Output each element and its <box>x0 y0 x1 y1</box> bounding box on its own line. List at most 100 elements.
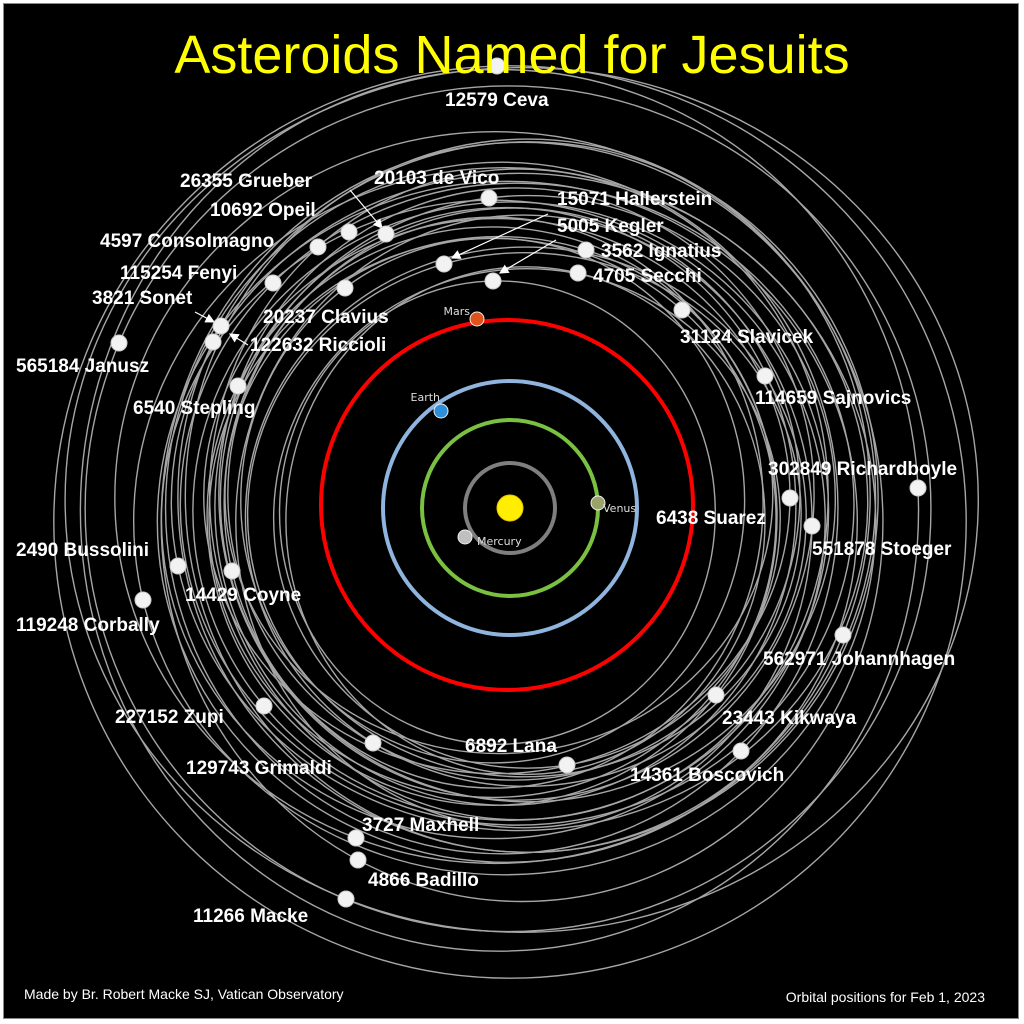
asteroid-label: 11266 Macke <box>193 906 308 927</box>
label-arrows <box>194 189 557 346</box>
label-arrow <box>450 213 549 259</box>
date-note: Orbital positions for Feb 1, 2023 <box>786 989 985 1005</box>
mars-orbit <box>319 318 695 692</box>
asteroid-dot <box>255 697 273 715</box>
asteroid-dot <box>340 223 358 241</box>
asteroid-label: 129743 Grimaldi <box>186 758 332 779</box>
mercury-orbit <box>463 461 557 555</box>
asteroid-dot <box>347 829 365 847</box>
asteroid-orbit <box>192 201 830 821</box>
asteroid-label: 20237 Clavius <box>263 307 389 328</box>
asteroid-orbit <box>170 172 869 832</box>
asteroid-label: 2490 Bussolini <box>16 540 149 561</box>
asteroid-label: 31124 Slavicek <box>680 327 814 348</box>
asteroid-label: 114659 Sajnovics <box>755 388 911 409</box>
asteroid-orbit <box>227 207 801 781</box>
diagram-title: Asteroids Named for Jesuits <box>174 25 849 85</box>
asteroid-dot <box>577 241 595 259</box>
asteroid-orbit <box>179 182 855 826</box>
asteroid-orbits <box>53 65 979 979</box>
mercury-label: Mercury <box>477 535 522 548</box>
asteroid-dot <box>336 279 354 297</box>
asteroid-label: 23443 Kikwaya <box>722 708 857 729</box>
asteroid-label: 119248 Corbally <box>16 615 160 636</box>
asteroid-label: 26355 Grueber <box>180 171 313 192</box>
asteroid-label: 302849 Richardboyle <box>768 459 957 480</box>
asteroid-dot <box>435 255 453 273</box>
asteroid-label: 115254 Fenyi <box>120 263 237 284</box>
asteroid-label: 3727 Maxhell <box>362 815 479 836</box>
credit-text: Made by Br. Robert Macke SJ, Vatican Obs… <box>24 986 344 1002</box>
mars-planet <box>469 311 485 327</box>
asteroid-dot <box>223 562 241 580</box>
asteroid-label: 6540 Stepling <box>133 398 256 419</box>
asteroid-orbit <box>223 216 764 789</box>
venus-label: Venus <box>603 502 636 515</box>
inner-planets: Mercury Venus Earth Mars <box>319 305 695 692</box>
label-arrow <box>349 189 383 229</box>
asteroid-dot <box>803 517 821 535</box>
label-arrow <box>194 311 216 323</box>
asteroid-dot <box>169 557 187 575</box>
asteroid-dot <box>732 742 750 760</box>
asteroid-label: 4705 Secchi <box>593 266 702 287</box>
asteroid-label: 14361 Boscovich <box>630 765 784 786</box>
asteroid-label: 4597 Consolmagno <box>100 231 274 252</box>
asteroid-orbit <box>206 226 778 807</box>
asteroid-orbit <box>219 194 837 803</box>
earth-label: Earth <box>411 391 441 404</box>
asteroid-dot <box>110 334 128 352</box>
asteroid-dot <box>349 851 367 869</box>
asteroid-label: 565184 Janusz <box>16 356 149 377</box>
asteroid-orbit <box>132 166 877 876</box>
asteroid-label: 3562 Ignatius <box>601 241 721 262</box>
asteroid-dot <box>707 686 725 704</box>
asteroid-label: 4866 Badillo <box>368 870 479 891</box>
asteroid-orbit <box>285 266 766 776</box>
asteroid-orbit <box>53 65 967 979</box>
earth-orbit <box>381 379 639 637</box>
asteroid-dot <box>488 57 506 75</box>
earth-planet <box>433 403 449 419</box>
asteroid-dot <box>673 301 691 319</box>
asteroid-orbit <box>218 187 815 801</box>
asteroid-dot <box>834 626 852 644</box>
asteroid-dot <box>134 591 152 609</box>
asteroid-dot <box>484 272 502 290</box>
asteroid-orbit <box>272 267 781 769</box>
mars-label: Mars <box>444 305 471 318</box>
asteroid-dot <box>309 238 327 256</box>
asteroid-orbit <box>64 66 979 933</box>
asteroid-label: 562971 Johannhagen <box>763 649 955 670</box>
asteroid-dot <box>212 317 230 335</box>
asteroid-label: 6438 Suarez <box>656 508 766 529</box>
asteroid-dot <box>756 367 774 385</box>
label-arrow <box>228 333 249 346</box>
venus-planet <box>590 495 606 511</box>
asteroid-dot <box>377 225 395 243</box>
asteroid-label: 5005 Kegler <box>557 216 664 237</box>
asteroid-orbit <box>114 130 877 865</box>
asteroid-dot <box>569 264 587 282</box>
asteroid-label: 20103 de Vico <box>374 168 499 189</box>
asteroid-label: 14429 Coyne <box>185 585 301 606</box>
asteroid-dot <box>229 377 247 395</box>
asteroid-dot <box>558 756 576 774</box>
asteroids: 12579 Ceva 20103 de Vico 26355 Grueber 1069… <box>16 57 957 927</box>
asteroid-dot <box>364 734 382 752</box>
asteroid-dot <box>204 333 222 351</box>
asteroid-orbit <box>156 180 859 863</box>
asteroid-label: 15071 Hallerstein <box>557 189 712 210</box>
asteroid-orbit <box>246 252 802 778</box>
asteroid-label: 122632 Riccioli <box>250 335 386 356</box>
asteroid-orbit <box>160 141 884 903</box>
asteroid-label: 227152 Zupi <box>115 707 224 728</box>
sun-icon <box>496 494 524 522</box>
asteroid-dot <box>264 274 282 292</box>
asteroid-dot <box>337 890 355 908</box>
asteroid-dot <box>781 489 799 507</box>
asteroid-dot <box>909 479 927 497</box>
asteroid-orbit <box>208 237 777 799</box>
asteroid-label: 10692 Opeil <box>210 200 316 221</box>
